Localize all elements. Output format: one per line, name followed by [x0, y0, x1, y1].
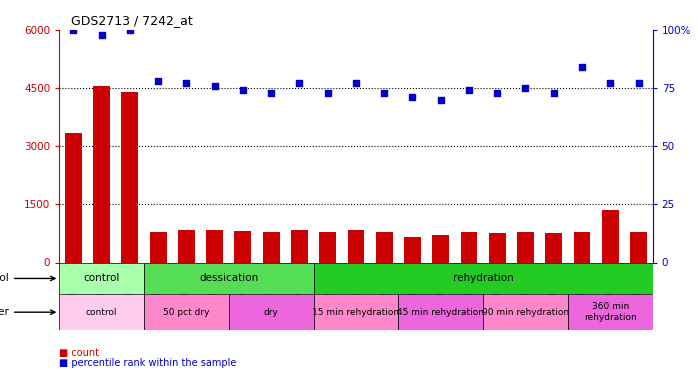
Point [633, 81, 644, 87]
Bar [568, 294, 653, 330]
Point [491, 90, 503, 96]
Bar [313, 294, 399, 330]
Bar [144, 262, 313, 294]
Point [209, 83, 221, 89]
Text: 50 pct dry: 50 pct dry [163, 308, 209, 316]
Point [181, 81, 192, 87]
Point [520, 85, 531, 91]
Point [435, 97, 446, 103]
Text: 360 min
rehydration: 360 min rehydration [584, 303, 637, 322]
Point [294, 81, 305, 87]
Bar [574, 232, 591, 262]
Point [96, 32, 107, 38]
Text: 90 min rehydration: 90 min rehydration [482, 308, 569, 316]
Bar [291, 230, 308, 262]
Bar [313, 262, 653, 294]
Text: protocol: protocol [0, 273, 55, 284]
Text: other: other [0, 307, 55, 317]
Point [548, 90, 559, 96]
Bar [229, 294, 313, 330]
Bar [65, 133, 82, 262]
Point [604, 81, 616, 87]
Bar [432, 235, 450, 262]
Text: ■ count: ■ count [59, 348, 99, 358]
Point [68, 27, 79, 33]
Bar [178, 230, 195, 262]
Text: control: control [86, 308, 117, 316]
Text: 15 min rehydration: 15 min rehydration [313, 308, 399, 316]
Bar [150, 231, 167, 262]
Point [577, 64, 588, 70]
Point [407, 94, 418, 100]
Text: dessication: dessication [199, 273, 258, 284]
Bar [319, 232, 336, 262]
Bar [489, 233, 506, 262]
Bar [461, 232, 477, 262]
Bar [59, 262, 144, 294]
Point [237, 87, 248, 93]
Bar [483, 294, 568, 330]
Text: control: control [84, 273, 120, 284]
Point [124, 27, 135, 33]
Bar [235, 231, 251, 262]
Bar [262, 232, 280, 262]
Bar [348, 230, 364, 262]
Bar [517, 232, 534, 262]
Text: 45 min rehydration: 45 min rehydration [397, 308, 484, 316]
Text: rehydration: rehydration [453, 273, 514, 284]
Bar [399, 294, 483, 330]
Point [378, 90, 389, 96]
Bar [121, 92, 138, 262]
Bar [376, 232, 393, 262]
Text: GDS2713 / 7242_at: GDS2713 / 7242_at [71, 15, 193, 27]
Bar [545, 233, 562, 262]
Point [266, 90, 277, 96]
Bar [206, 230, 223, 262]
Bar [404, 237, 421, 262]
Point [322, 90, 334, 96]
Point [153, 78, 164, 84]
Text: ■ percentile rank within the sample: ■ percentile rank within the sample [59, 357, 237, 368]
Bar [94, 86, 110, 262]
Point [350, 81, 362, 87]
Bar [630, 232, 647, 262]
Bar [602, 210, 618, 262]
Text: dry: dry [264, 308, 279, 316]
Bar [59, 294, 144, 330]
Bar [144, 294, 229, 330]
Point [463, 87, 475, 93]
